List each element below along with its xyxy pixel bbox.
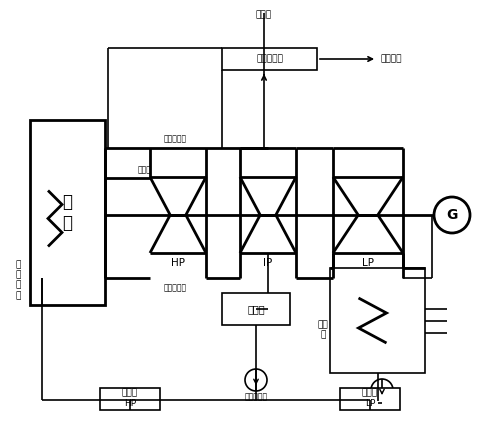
Bar xyxy=(100,388,160,410)
Text: 减温减压站: 减温减压站 xyxy=(256,54,283,63)
Text: 除氧器: 除氧器 xyxy=(247,304,265,314)
Text: 冷再热蒸汽: 冷再热蒸汽 xyxy=(164,283,187,292)
Text: 热再热蒸汽: 热再热蒸汽 xyxy=(164,134,187,143)
Text: HP: HP xyxy=(124,400,136,409)
Bar xyxy=(222,293,290,325)
Text: LP: LP xyxy=(365,400,375,409)
Text: 凝结
水: 凝结 水 xyxy=(318,320,329,340)
Text: 主蒸汽: 主蒸汽 xyxy=(138,165,152,174)
Bar xyxy=(340,388,400,410)
Text: HP: HP xyxy=(171,258,185,268)
Text: 锅
炉: 锅 炉 xyxy=(63,193,73,232)
Text: 对外供热: 对外供热 xyxy=(380,54,402,63)
Text: G: G xyxy=(446,208,457,222)
Text: IP: IP xyxy=(263,258,273,268)
Text: 加热器: 加热器 xyxy=(362,388,378,397)
Text: 减温水: 减温水 xyxy=(256,10,272,19)
Text: LP: LP xyxy=(362,258,374,268)
Text: 加热器: 加热器 xyxy=(122,388,138,397)
Text: 给水泵抽头: 给水泵抽头 xyxy=(245,392,268,401)
Text: 锅
炉
给
水: 锅 炉 给 水 xyxy=(15,260,21,300)
Bar xyxy=(330,268,425,373)
Bar xyxy=(30,120,105,305)
Bar xyxy=(222,48,317,70)
